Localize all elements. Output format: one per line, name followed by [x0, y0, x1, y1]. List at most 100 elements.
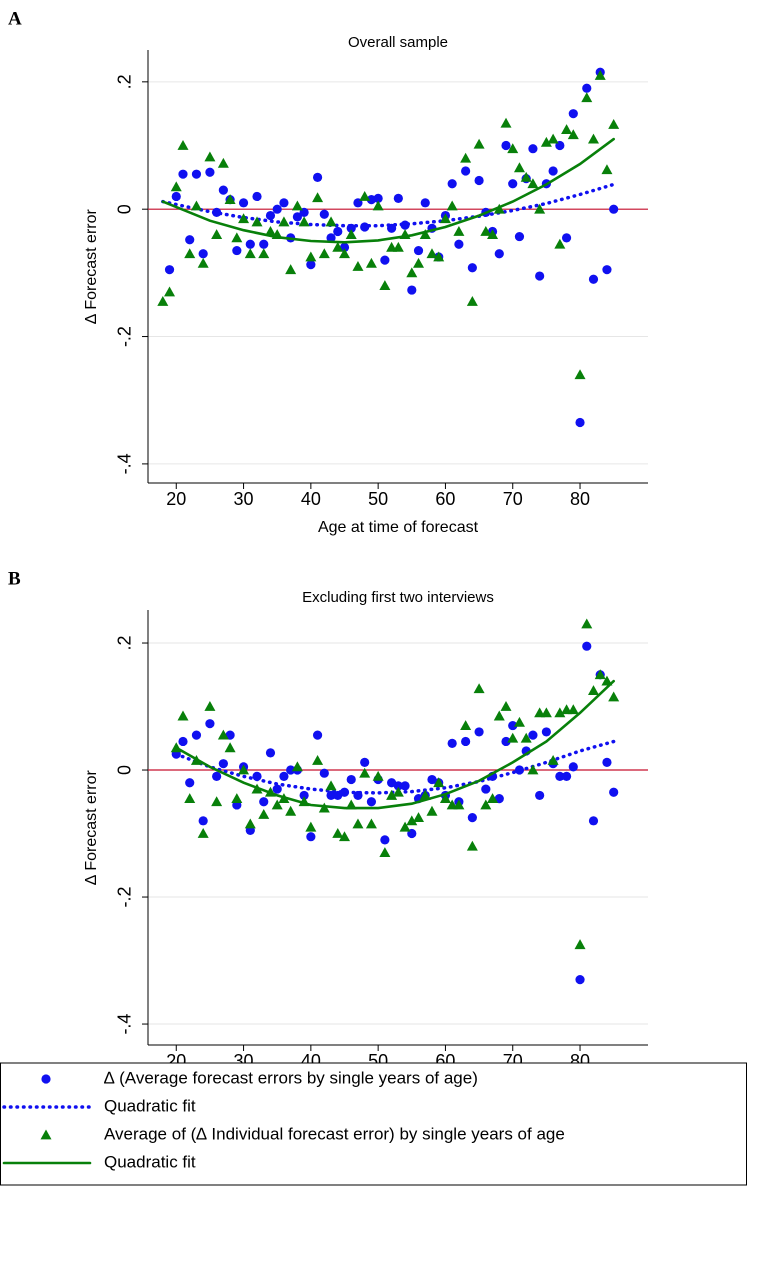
point — [567, 129, 579, 140]
point — [178, 169, 188, 179]
point — [339, 242, 350, 252]
point — [406, 815, 418, 826]
point — [291, 200, 303, 211]
point — [588, 816, 599, 826]
point — [493, 203, 505, 214]
point — [568, 762, 578, 772]
point — [318, 802, 330, 813]
point — [272, 784, 282, 794]
point — [507, 732, 519, 743]
point — [554, 707, 566, 718]
point — [535, 271, 545, 281]
point — [501, 140, 511, 151]
point — [426, 805, 438, 816]
point — [185, 235, 195, 245]
point — [481, 784, 491, 794]
point — [245, 239, 255, 249]
point — [217, 729, 229, 740]
point — [480, 225, 492, 236]
point — [380, 255, 390, 265]
point — [609, 787, 619, 797]
point — [211, 796, 223, 807]
point — [419, 229, 431, 240]
point — [474, 727, 484, 737]
x-tick-label: 50 — [368, 489, 388, 509]
point — [508, 179, 518, 189]
point — [567, 704, 579, 715]
point — [520, 171, 532, 182]
x-tick-label: 30 — [234, 489, 254, 509]
point — [602, 265, 612, 275]
point — [365, 257, 377, 268]
point — [609, 204, 619, 214]
point — [224, 742, 236, 753]
point — [231, 793, 243, 804]
point — [339, 248, 351, 259]
x-tick-label: 70 — [503, 489, 523, 509]
point — [500, 117, 512, 128]
y-tick-label: -.2 — [115, 326, 135, 347]
point — [359, 190, 371, 201]
point — [527, 178, 539, 189]
point — [190, 200, 202, 211]
point — [454, 239, 464, 249]
point — [191, 730, 202, 740]
point — [258, 808, 270, 819]
y-tick-label: -.4 — [115, 1014, 135, 1035]
point — [184, 793, 196, 804]
point — [197, 828, 209, 838]
point — [581, 92, 593, 103]
point — [494, 794, 504, 804]
point — [460, 152, 472, 163]
point — [461, 736, 471, 747]
point — [326, 790, 336, 801]
point — [204, 151, 216, 162]
point — [554, 238, 566, 249]
point — [548, 166, 558, 176]
point — [272, 204, 282, 214]
legend-symbol — [40, 1129, 52, 1140]
fit-line — [174, 739, 616, 795]
point — [601, 675, 613, 686]
fit-line — [161, 137, 615, 244]
point — [359, 767, 371, 778]
point — [372, 200, 384, 211]
point — [325, 216, 337, 227]
point — [535, 790, 545, 801]
point — [507, 143, 519, 154]
point — [184, 248, 196, 259]
point — [177, 710, 189, 721]
point — [568, 109, 578, 119]
point — [433, 251, 445, 262]
point — [453, 225, 465, 236]
legend-label: Quadratic fit — [104, 1152, 196, 1171]
y-tick-label: 0 — [115, 204, 135, 214]
x-axis-label: Age at time of forecast — [318, 519, 479, 536]
legend-label: Average of (∆ Individual forecast error)… — [104, 1124, 565, 1143]
panel-label: B — [8, 568, 21, 589]
point — [212, 771, 222, 781]
y-tick-label: -.2 — [115, 887, 135, 908]
point — [574, 369, 586, 380]
point — [312, 172, 323, 182]
point — [480, 799, 492, 810]
point — [487, 229, 499, 240]
point — [205, 167, 215, 177]
legend-label: ∆ (Average forecast errors by single yea… — [104, 1068, 478, 1087]
point — [392, 786, 404, 797]
point — [258, 248, 270, 259]
point — [271, 799, 283, 810]
point — [439, 793, 451, 804]
point — [185, 778, 195, 788]
point — [252, 771, 262, 781]
point — [474, 175, 484, 186]
point — [345, 229, 357, 240]
point — [508, 720, 518, 731]
x-tick-label: 20 — [166, 489, 186, 509]
point — [265, 210, 276, 221]
point — [312, 192, 324, 203]
point — [205, 719, 215, 729]
point — [446, 200, 458, 211]
point — [278, 216, 290, 227]
point — [473, 138, 485, 149]
